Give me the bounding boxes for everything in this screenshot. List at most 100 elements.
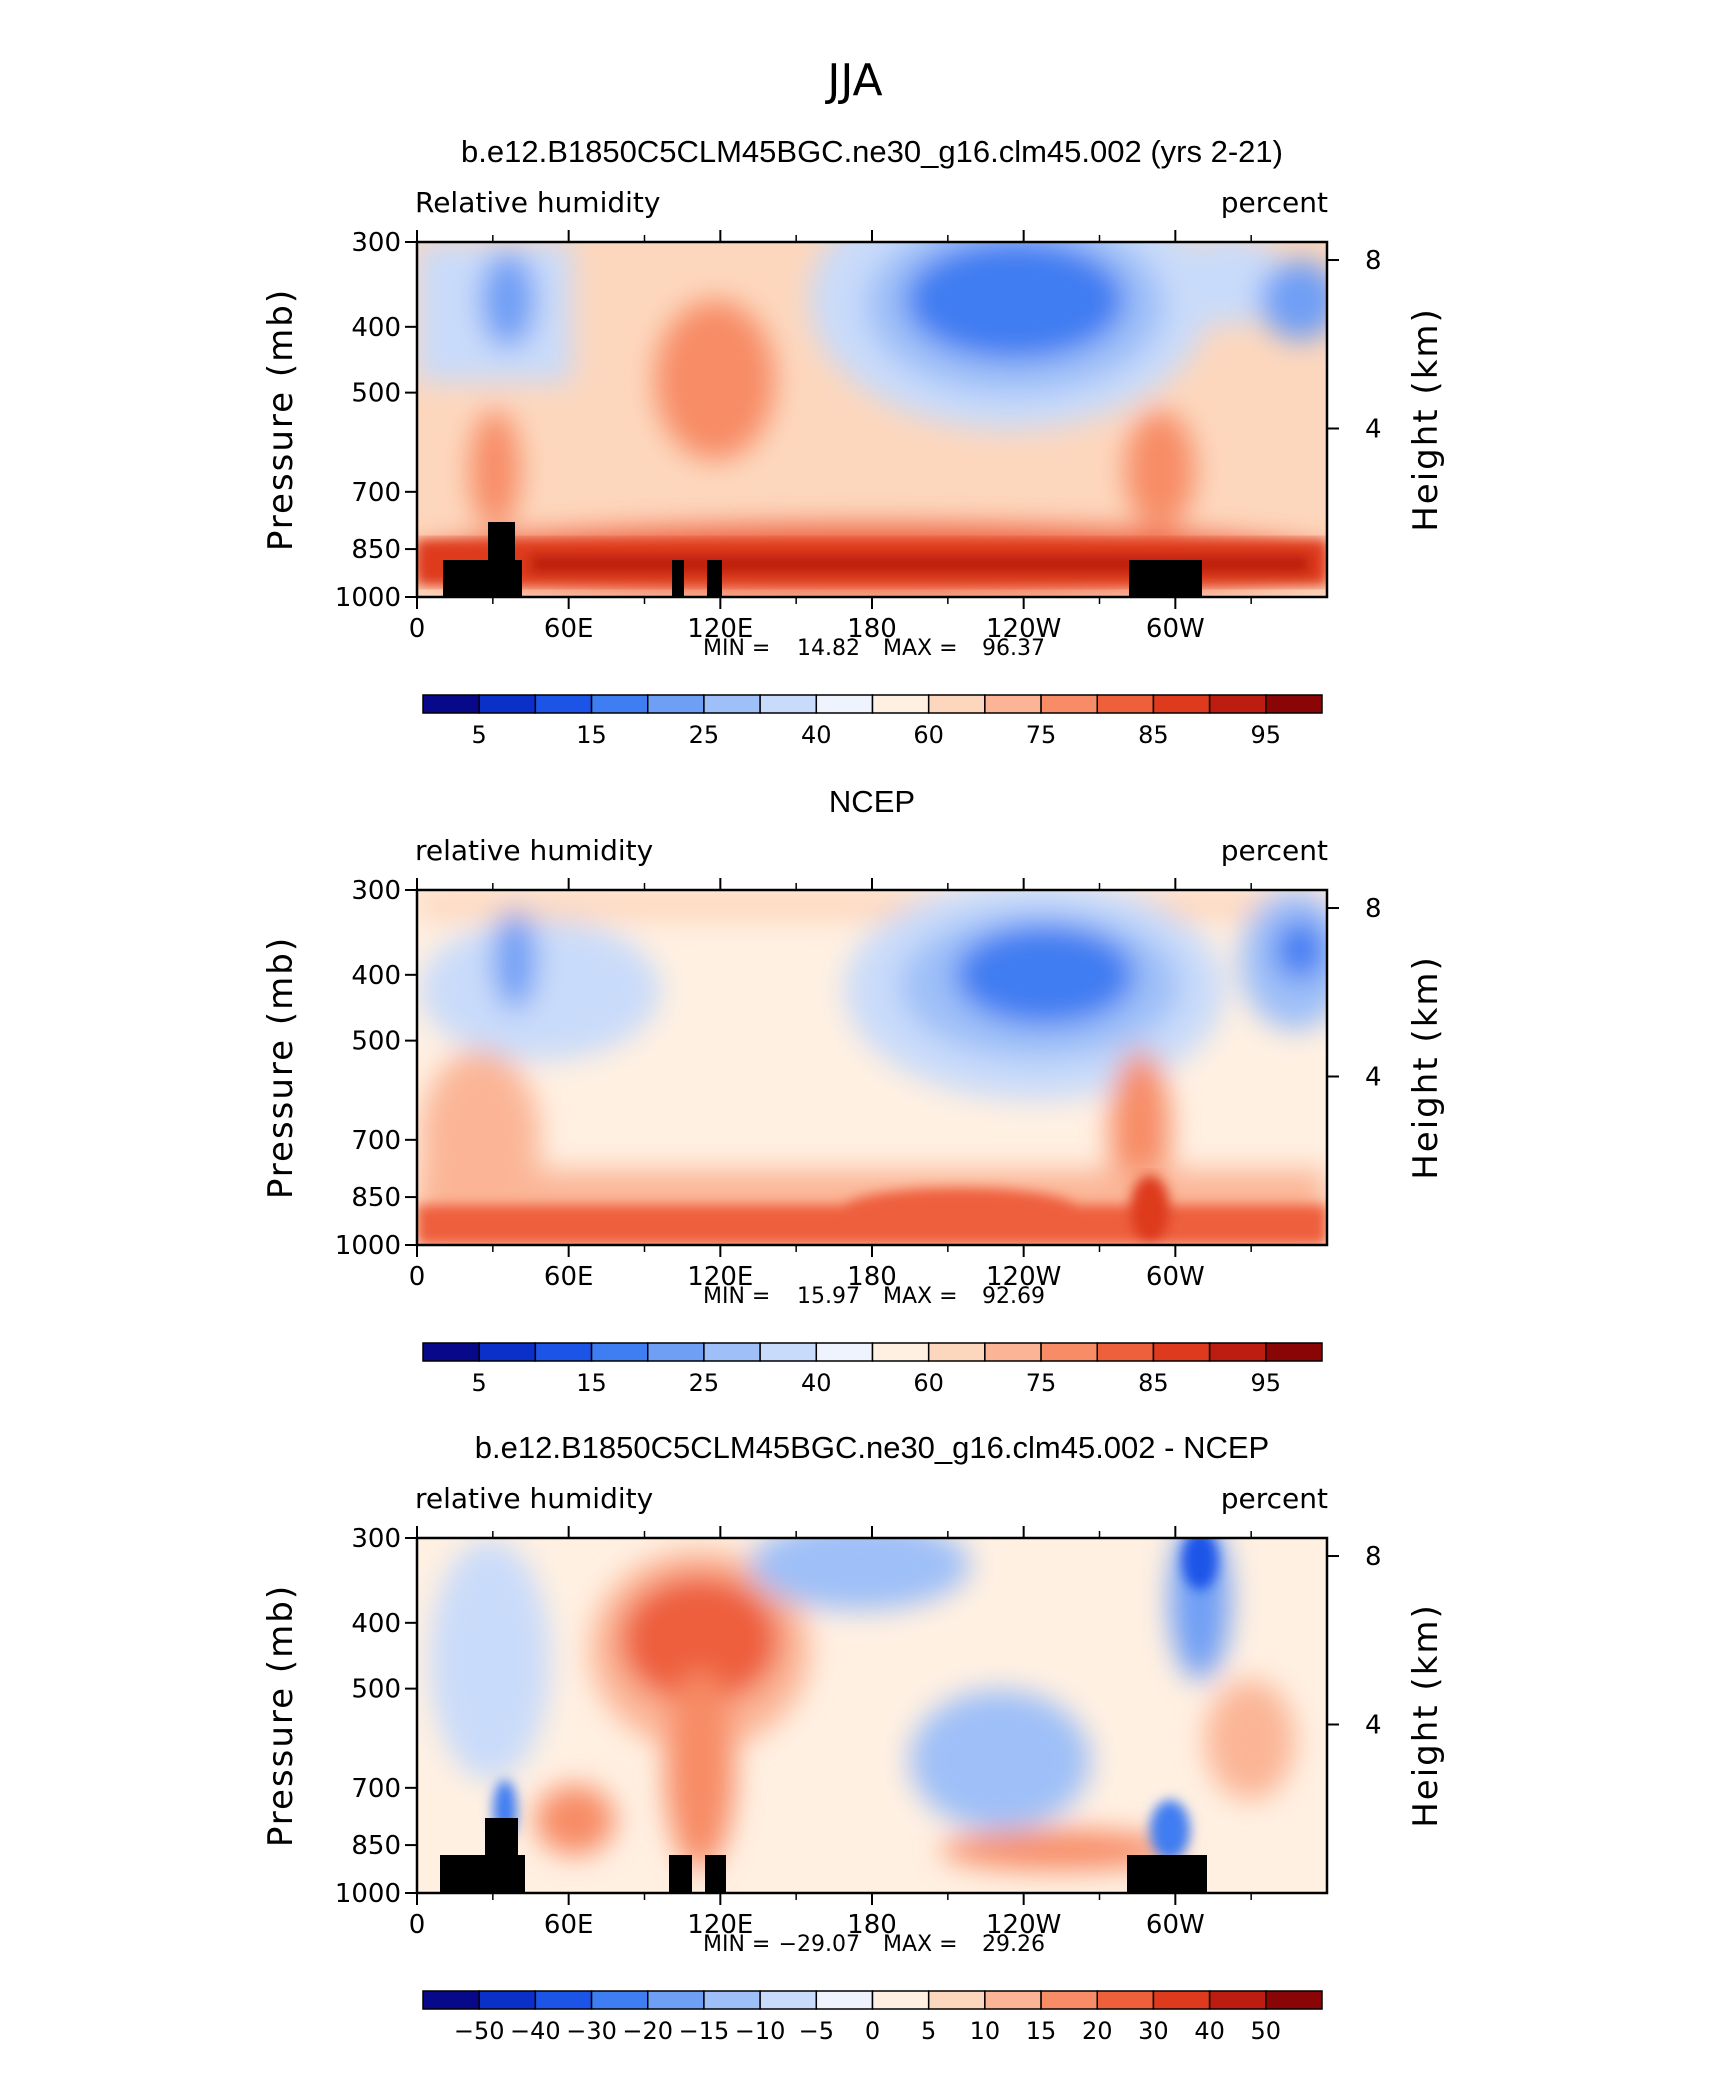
colorbar-label: 25	[689, 1369, 720, 1397]
min-value: 15.97	[797, 1284, 860, 1309]
panel-difference: b.e12.B1850C5CLM45BGC.ne30_g16.clm45.002…	[261, 1430, 1446, 2045]
y-tick-label: 1000	[335, 1231, 401, 1261]
colorbar-swatch	[422, 1990, 480, 2010]
x-tick-label: 120E	[687, 1262, 753, 1292]
colorbar-label: 95	[1251, 1369, 1282, 1397]
colorbar-label: 30	[1138, 2017, 1169, 2045]
colorbar: −50 −40 −30 −20 −15 −10 −5 0 5 10 15 20 30 40 50	[422, 1990, 1323, 2045]
panel-title: b.e12.B1850C5CLM45BGC.ne30_g16.clm45.002…	[475, 1430, 1269, 1465]
colorbar-swatch	[984, 1342, 1042, 1362]
colorbar-swatch	[703, 1342, 761, 1362]
colorbar-label: 15	[576, 1369, 607, 1397]
colorbar-label: 0	[865, 2017, 880, 2045]
colorbar-label: 75	[1026, 721, 1057, 749]
y-tick-label: 500	[351, 1675, 401, 1705]
colorbar-swatch	[927, 1990, 986, 2010]
colorbar-label: 60	[913, 721, 944, 749]
colorbar-label: −50	[454, 2017, 505, 2045]
colorbar-swatch	[759, 1342, 818, 1362]
colorbar-label: −15	[679, 2017, 730, 2045]
x-tick-label: 180	[847, 614, 897, 644]
colorbar-label: 15	[1026, 2017, 1057, 2045]
right-subtitle: percent	[1221, 1482, 1328, 1515]
y-right-tick-label: 4	[1365, 415, 1382, 445]
y-tick-label: 300	[351, 228, 401, 258]
y-tick-label: 300	[351, 876, 401, 906]
panel-title: b.e12.B1850C5CLM45BGC.ne30_g16.clm45.002…	[461, 134, 1283, 169]
y-tick-label: 700	[351, 478, 401, 508]
colorbar-label: 50	[1251, 2017, 1282, 2045]
y-tick-label: 700	[351, 1774, 401, 1804]
colorbar-swatch	[1040, 694, 1098, 714]
x-tick-label: 60E	[544, 1910, 594, 1940]
colorbar-label: −30	[566, 2017, 617, 2045]
contour-field	[417, 242, 1327, 597]
colorbar-swatch	[1208, 694, 1267, 714]
x-tick-label: 60W	[1146, 1262, 1205, 1292]
contour-field	[417, 1538, 1327, 1893]
y-right-axis-title: Height (km)	[1406, 955, 1446, 1180]
y-tick-label: 400	[351, 961, 401, 991]
y-tick-label: 1000	[335, 1879, 401, 1909]
colorbar-swatch	[1265, 1342, 1323, 1362]
colorbar-swatch	[759, 1990, 818, 2010]
right-subtitle: percent	[1221, 834, 1328, 867]
min-label: MIN =	[703, 636, 770, 661]
panel-ncep: NCEP relative humidity percent	[261, 784, 1446, 1397]
x-tick-label: 120W	[986, 1262, 1061, 1292]
x-tick-label: 180	[847, 1262, 897, 1292]
colorbar-swatch	[815, 1990, 874, 2010]
figure-title: JJA	[824, 55, 882, 106]
x-tick-label: 60E	[544, 1262, 594, 1292]
max-value: 92.69	[982, 1284, 1045, 1309]
colorbar-label: 40	[801, 1369, 832, 1397]
max-label: MAX =	[883, 1932, 958, 1957]
x-tick-label: 180	[847, 1910, 897, 1940]
colorbar-label: 20	[1082, 2017, 1113, 2045]
topography-mask	[440, 1818, 1207, 1893]
colorbar-swatch	[478, 1342, 537, 1362]
colorbar-swatch	[871, 1990, 930, 2010]
min-value: −29.07	[779, 1932, 860, 1957]
colorbar-label: 15	[576, 721, 607, 749]
colorbar-label: −40	[510, 2017, 561, 2045]
y-tick-label: 700	[351, 1126, 401, 1156]
y-right-tick-label: 8	[1365, 1542, 1382, 1572]
colorbar-swatch	[984, 1990, 1042, 2010]
left-subtitle: relative humidity	[415, 1482, 653, 1515]
max-label: MAX =	[883, 636, 958, 661]
max-value: 96.37	[982, 636, 1045, 661]
x-tick-label: 60W	[1146, 1910, 1205, 1940]
colorbar-swatch	[647, 1990, 705, 2010]
colorbar-label: 85	[1138, 721, 1169, 749]
colorbar-swatch	[871, 694, 930, 714]
colorbar-swatch	[927, 694, 986, 714]
contour-field	[417, 890, 1327, 1245]
colorbar-swatch	[590, 694, 649, 714]
colorbar-swatch	[1152, 694, 1211, 714]
colorbar-swatch	[871, 1342, 930, 1362]
colorbar-swatch	[647, 694, 705, 714]
colorbar-swatch	[478, 1990, 537, 2010]
colorbar-label: 95	[1251, 721, 1282, 749]
colorbar-label: −20	[622, 2017, 673, 2045]
colorbar-swatch	[1040, 1990, 1098, 2010]
colorbar-swatch	[1265, 1990, 1323, 2010]
min-label: MIN =	[703, 1284, 770, 1309]
left-subtitle: relative humidity	[415, 834, 653, 867]
colorbar-swatch	[984, 694, 1042, 714]
colorbar-swatch	[703, 694, 761, 714]
y-axis-title: Pressure (mb)	[261, 288, 301, 551]
y-tick-label: 500	[351, 379, 401, 409]
min-value: 14.82	[797, 636, 860, 661]
colorbar-label: 85	[1138, 1369, 1169, 1397]
y-tick-label: 400	[351, 1609, 401, 1639]
colorbar-swatch	[422, 1342, 480, 1362]
colorbar-label: 25	[689, 721, 720, 749]
x-tick-label: 0	[409, 614, 426, 644]
colorbar-swatch	[1040, 1342, 1098, 1362]
colorbar-label: −5	[799, 2017, 834, 2045]
y-tick-label: 850	[351, 535, 401, 565]
y-axis-title: Pressure (mb)	[261, 1584, 301, 1847]
colorbar-swatch	[815, 694, 874, 714]
